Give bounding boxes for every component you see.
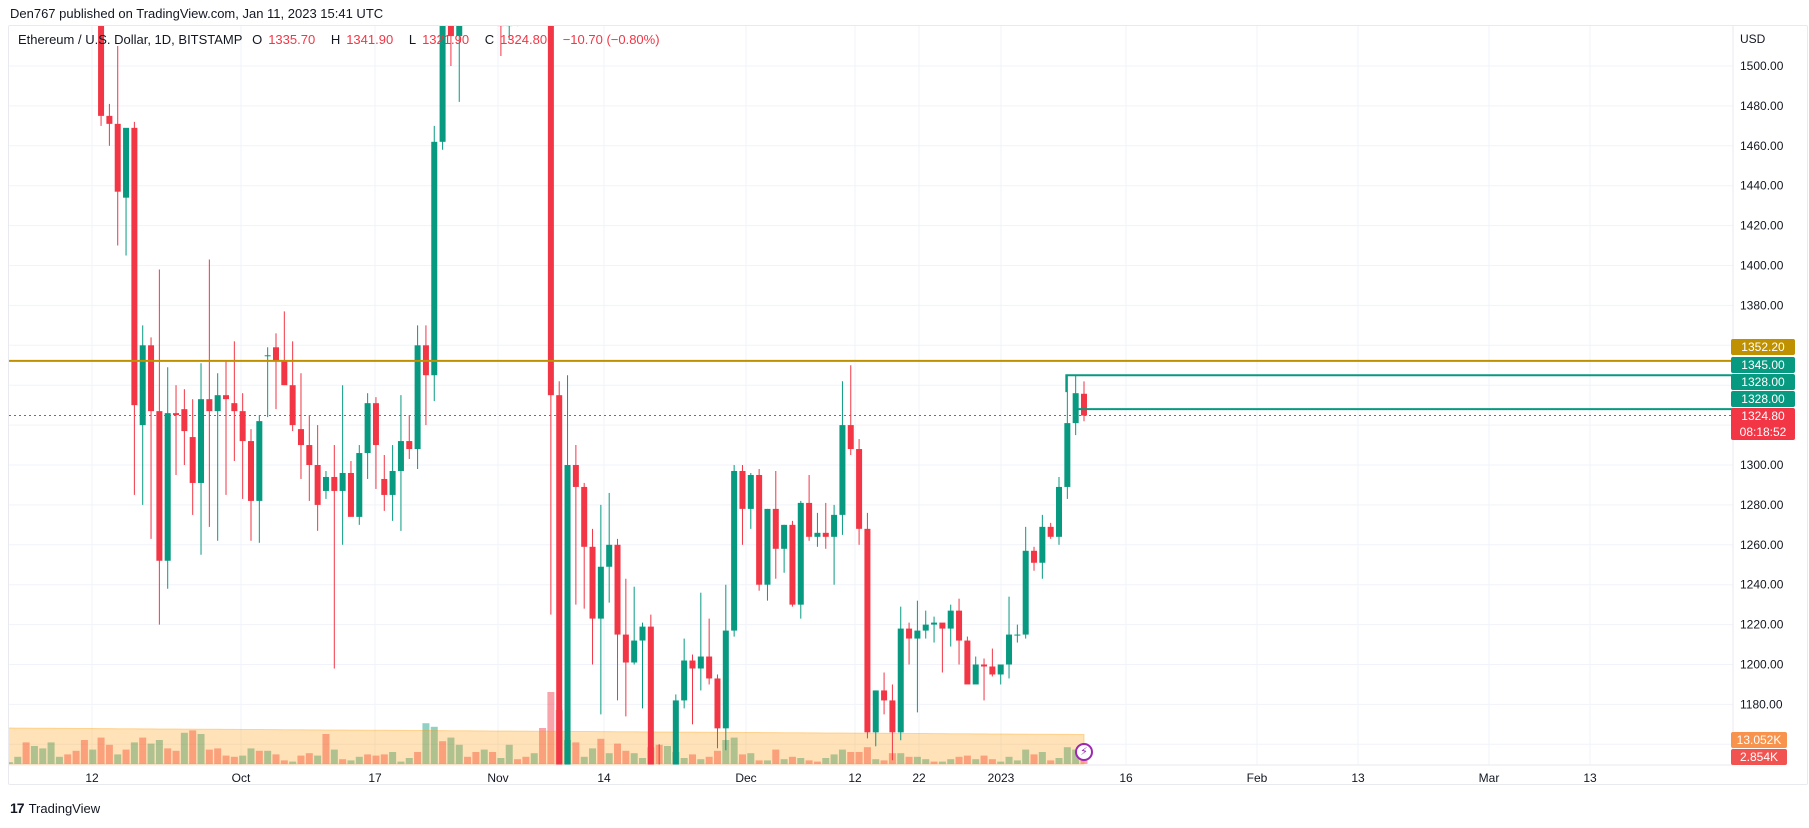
svg-text:Dec: Dec xyxy=(735,771,756,785)
change-value: −10.70 (−0.80%) xyxy=(562,32,660,47)
svg-text:Oct: Oct xyxy=(232,771,251,785)
svg-text:1220.00: 1220.00 xyxy=(1740,618,1784,632)
svg-text:13: 13 xyxy=(1583,771,1597,785)
svg-text:USD: USD xyxy=(1740,32,1766,46)
svg-text:1180.00: 1180.00 xyxy=(1740,697,1783,711)
svg-text:1380.00: 1380.00 xyxy=(1740,298,1784,312)
symbol-name: Ethereum / U.S. Dollar, 1D, BITSTAMP xyxy=(18,32,243,47)
close-value: 1324.80 xyxy=(500,32,548,47)
svg-text:16: 16 xyxy=(1119,771,1133,785)
svg-text:1400.00: 1400.00 xyxy=(1740,259,1784,273)
lightning-event-icon[interactable]: ⚡ xyxy=(1075,743,1093,761)
svg-text:Mar: Mar xyxy=(1479,771,1500,785)
footer-brand: 17 TradingView xyxy=(10,800,100,816)
low-value: 1321.90 xyxy=(422,32,470,47)
open-value: 1335.70 xyxy=(268,32,316,47)
price-tag: 1328.00 xyxy=(1731,374,1795,390)
price-tag: 1345.00 xyxy=(1731,357,1795,373)
svg-text:Nov: Nov xyxy=(487,771,508,785)
svg-text:1420.00: 1420.00 xyxy=(1740,219,1784,233)
svg-text:1240.00: 1240.00 xyxy=(1740,578,1784,592)
svg-text:1460.00: 1460.00 xyxy=(1740,139,1784,153)
svg-text:1440.00: 1440.00 xyxy=(1740,179,1784,193)
svg-text:17: 17 xyxy=(368,771,382,785)
volume-tag: 2.854K xyxy=(1731,749,1787,765)
svg-text:1280.00: 1280.00 xyxy=(1740,498,1784,512)
brand-name: TradingView xyxy=(28,800,101,816)
high-label: H xyxy=(330,32,341,47)
symbol-legend: Ethereum / U.S. Dollar, 1D, BITSTAMP O 13… xyxy=(18,32,666,47)
svg-text:22: 22 xyxy=(912,771,926,785)
svg-text:1300.00: 1300.00 xyxy=(1740,458,1784,472)
svg-text:1260.00: 1260.00 xyxy=(1740,538,1784,552)
chart-frame xyxy=(8,25,1808,785)
svg-text:1200.00: 1200.00 xyxy=(1740,658,1784,672)
svg-text:12: 12 xyxy=(848,771,862,785)
svg-text:12: 12 xyxy=(85,771,99,785)
svg-text:1480.00: 1480.00 xyxy=(1740,99,1784,113)
price-tag: 1352.20 xyxy=(1731,339,1795,355)
price-tag: 1324.80 08:18:52 xyxy=(1731,408,1795,440)
open-label: O xyxy=(252,32,263,47)
price-tag: 1328.00 xyxy=(1731,391,1795,407)
publisher-caption: Den767 published on TradingView.com, Jan… xyxy=(10,6,384,21)
high-value: 1341.90 xyxy=(346,32,394,47)
tradingview-logo-icon: 17 xyxy=(10,800,25,816)
svg-text:14: 14 xyxy=(597,771,611,785)
close-label: C xyxy=(484,32,495,47)
svg-text:1500.00: 1500.00 xyxy=(1740,59,1784,73)
svg-text:Feb: Feb xyxy=(1247,771,1268,785)
low-label: L xyxy=(408,32,417,47)
svg-text:13: 13 xyxy=(1351,771,1365,785)
svg-text:2023: 2023 xyxy=(988,771,1015,785)
volume-tag: 13.052K xyxy=(1731,732,1787,748)
